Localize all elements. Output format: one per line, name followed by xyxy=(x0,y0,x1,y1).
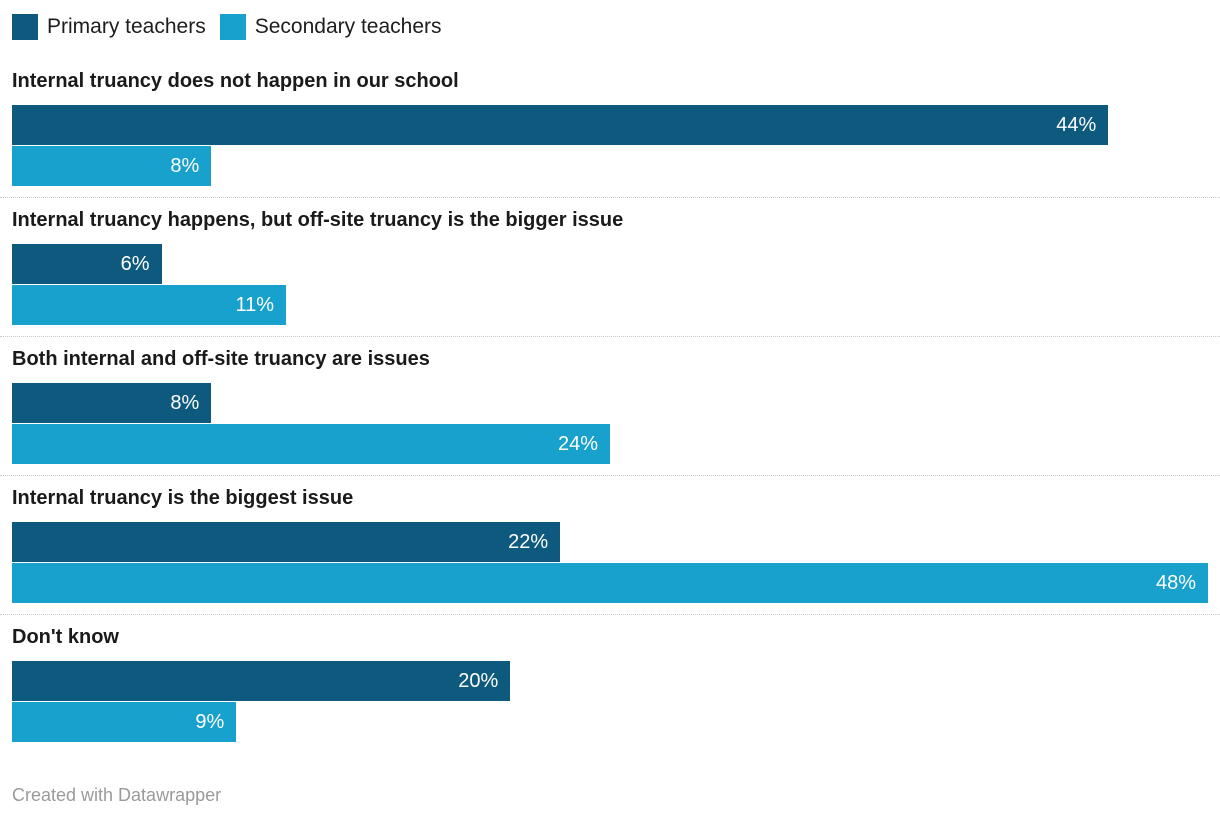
bar-chart: Internal truancy does not happen in our … xyxy=(0,70,1220,742)
secondary-bar: 48% xyxy=(12,563,1208,603)
bar-value-label: 20% xyxy=(458,670,499,692)
bar-value-label: 9% xyxy=(195,711,225,733)
secondary-bar: 9% xyxy=(12,702,237,742)
bar-value-label: 6% xyxy=(120,253,150,275)
datawrapper-credit-link[interactable]: Created with Datawrapper xyxy=(12,785,222,805)
bar-value-label: 44% xyxy=(1056,114,1097,136)
bar-value-label: 8% xyxy=(170,392,200,414)
primary-bar: 44% xyxy=(12,105,1109,145)
group-separator xyxy=(0,614,1220,615)
category-title: Both internal and off-site truancy are i… xyxy=(12,348,430,370)
legend: Primary teachers Secondary teachers xyxy=(12,0,1208,40)
category-group: Internal truancy is the biggest issue 22… xyxy=(0,487,1220,615)
bar-value-label: 8% xyxy=(170,155,200,177)
group-separator xyxy=(0,197,1220,198)
legend-item: Secondary teachers xyxy=(219,14,442,40)
group-separator xyxy=(0,336,1220,337)
primary-bar: 22% xyxy=(12,522,561,562)
category-group: Both internal and off-site truancy are i… xyxy=(0,348,1220,476)
legend-swatch xyxy=(12,14,38,40)
secondary-bar: 8% xyxy=(12,146,212,186)
legend-label: Primary teachers xyxy=(47,15,206,38)
group-separator xyxy=(0,475,1220,476)
category-title: Internal truancy is the biggest issue xyxy=(12,487,354,509)
category-group: Internal truancy does not happen in our … xyxy=(0,70,1220,198)
category-title: Don't know xyxy=(12,626,119,648)
legend-swatch xyxy=(219,14,246,40)
bar-value-label: 48% xyxy=(1155,572,1196,594)
secondary-bar: 24% xyxy=(12,424,610,464)
legend-label: Secondary teachers xyxy=(254,15,442,38)
category-title: Internal truancy does not happen in our … xyxy=(12,70,459,92)
primary-bar: 6% xyxy=(12,244,162,284)
category-group: Don't know 20% 9% xyxy=(12,626,1208,742)
legend-item: Primary teachers xyxy=(12,14,206,40)
primary-bar: 8% xyxy=(12,383,212,423)
category-group: Internal truancy happens, but off-site t… xyxy=(0,209,1220,337)
primary-bar: 20% xyxy=(12,661,511,701)
secondary-bar: 11% xyxy=(12,285,287,325)
category-title: Internal truancy happens, but off-site t… xyxy=(12,209,624,231)
bar-value-label: 24% xyxy=(557,433,598,455)
bar-value-label: 11% xyxy=(235,294,275,316)
bar-value-label: 22% xyxy=(508,531,549,553)
